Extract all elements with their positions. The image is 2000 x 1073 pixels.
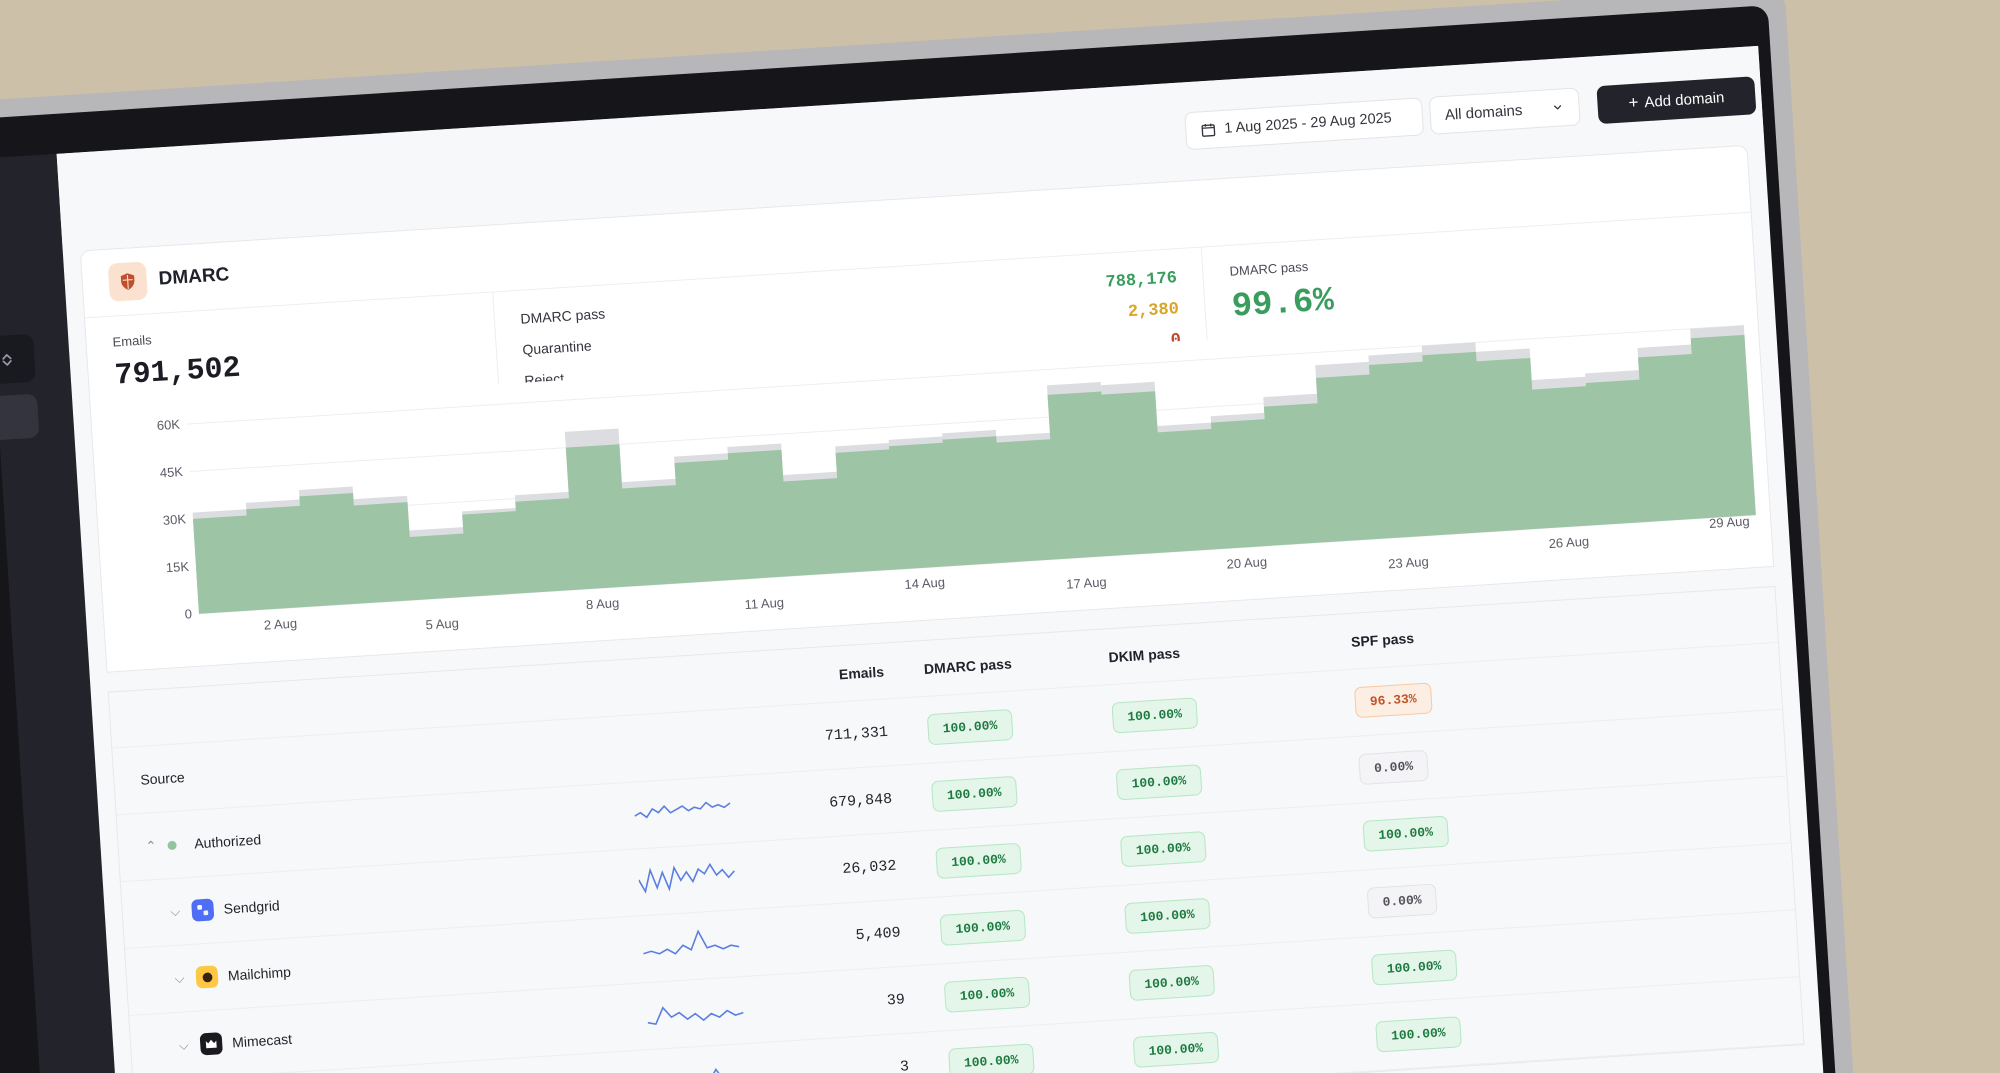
svg-text:0: 0 [184, 606, 192, 621]
svg-text:20 Aug: 20 Aug [1226, 554, 1267, 572]
svg-text:23 Aug: 23 Aug [1388, 554, 1429, 572]
svg-text:8 Aug: 8 Aug [585, 595, 619, 612]
svg-text:5 Aug: 5 Aug [425, 615, 459, 632]
svg-text:29 Aug: 29 Aug [1709, 513, 1750, 531]
svg-text:11 Aug: 11 Aug [744, 595, 784, 612]
svg-text:17 Aug: 17 Aug [1066, 574, 1107, 592]
svg-text:45K: 45K [159, 464, 183, 480]
svg-text:60K: 60K [156, 417, 180, 433]
svg-text:14 Aug: 14 Aug [904, 574, 945, 592]
svg-text:15K: 15K [165, 559, 189, 575]
svg-text:26 Aug: 26 Aug [1548, 534, 1589, 552]
svg-text:30K: 30K [162, 511, 186, 527]
svg-text:2 Aug: 2 Aug [263, 616, 297, 633]
